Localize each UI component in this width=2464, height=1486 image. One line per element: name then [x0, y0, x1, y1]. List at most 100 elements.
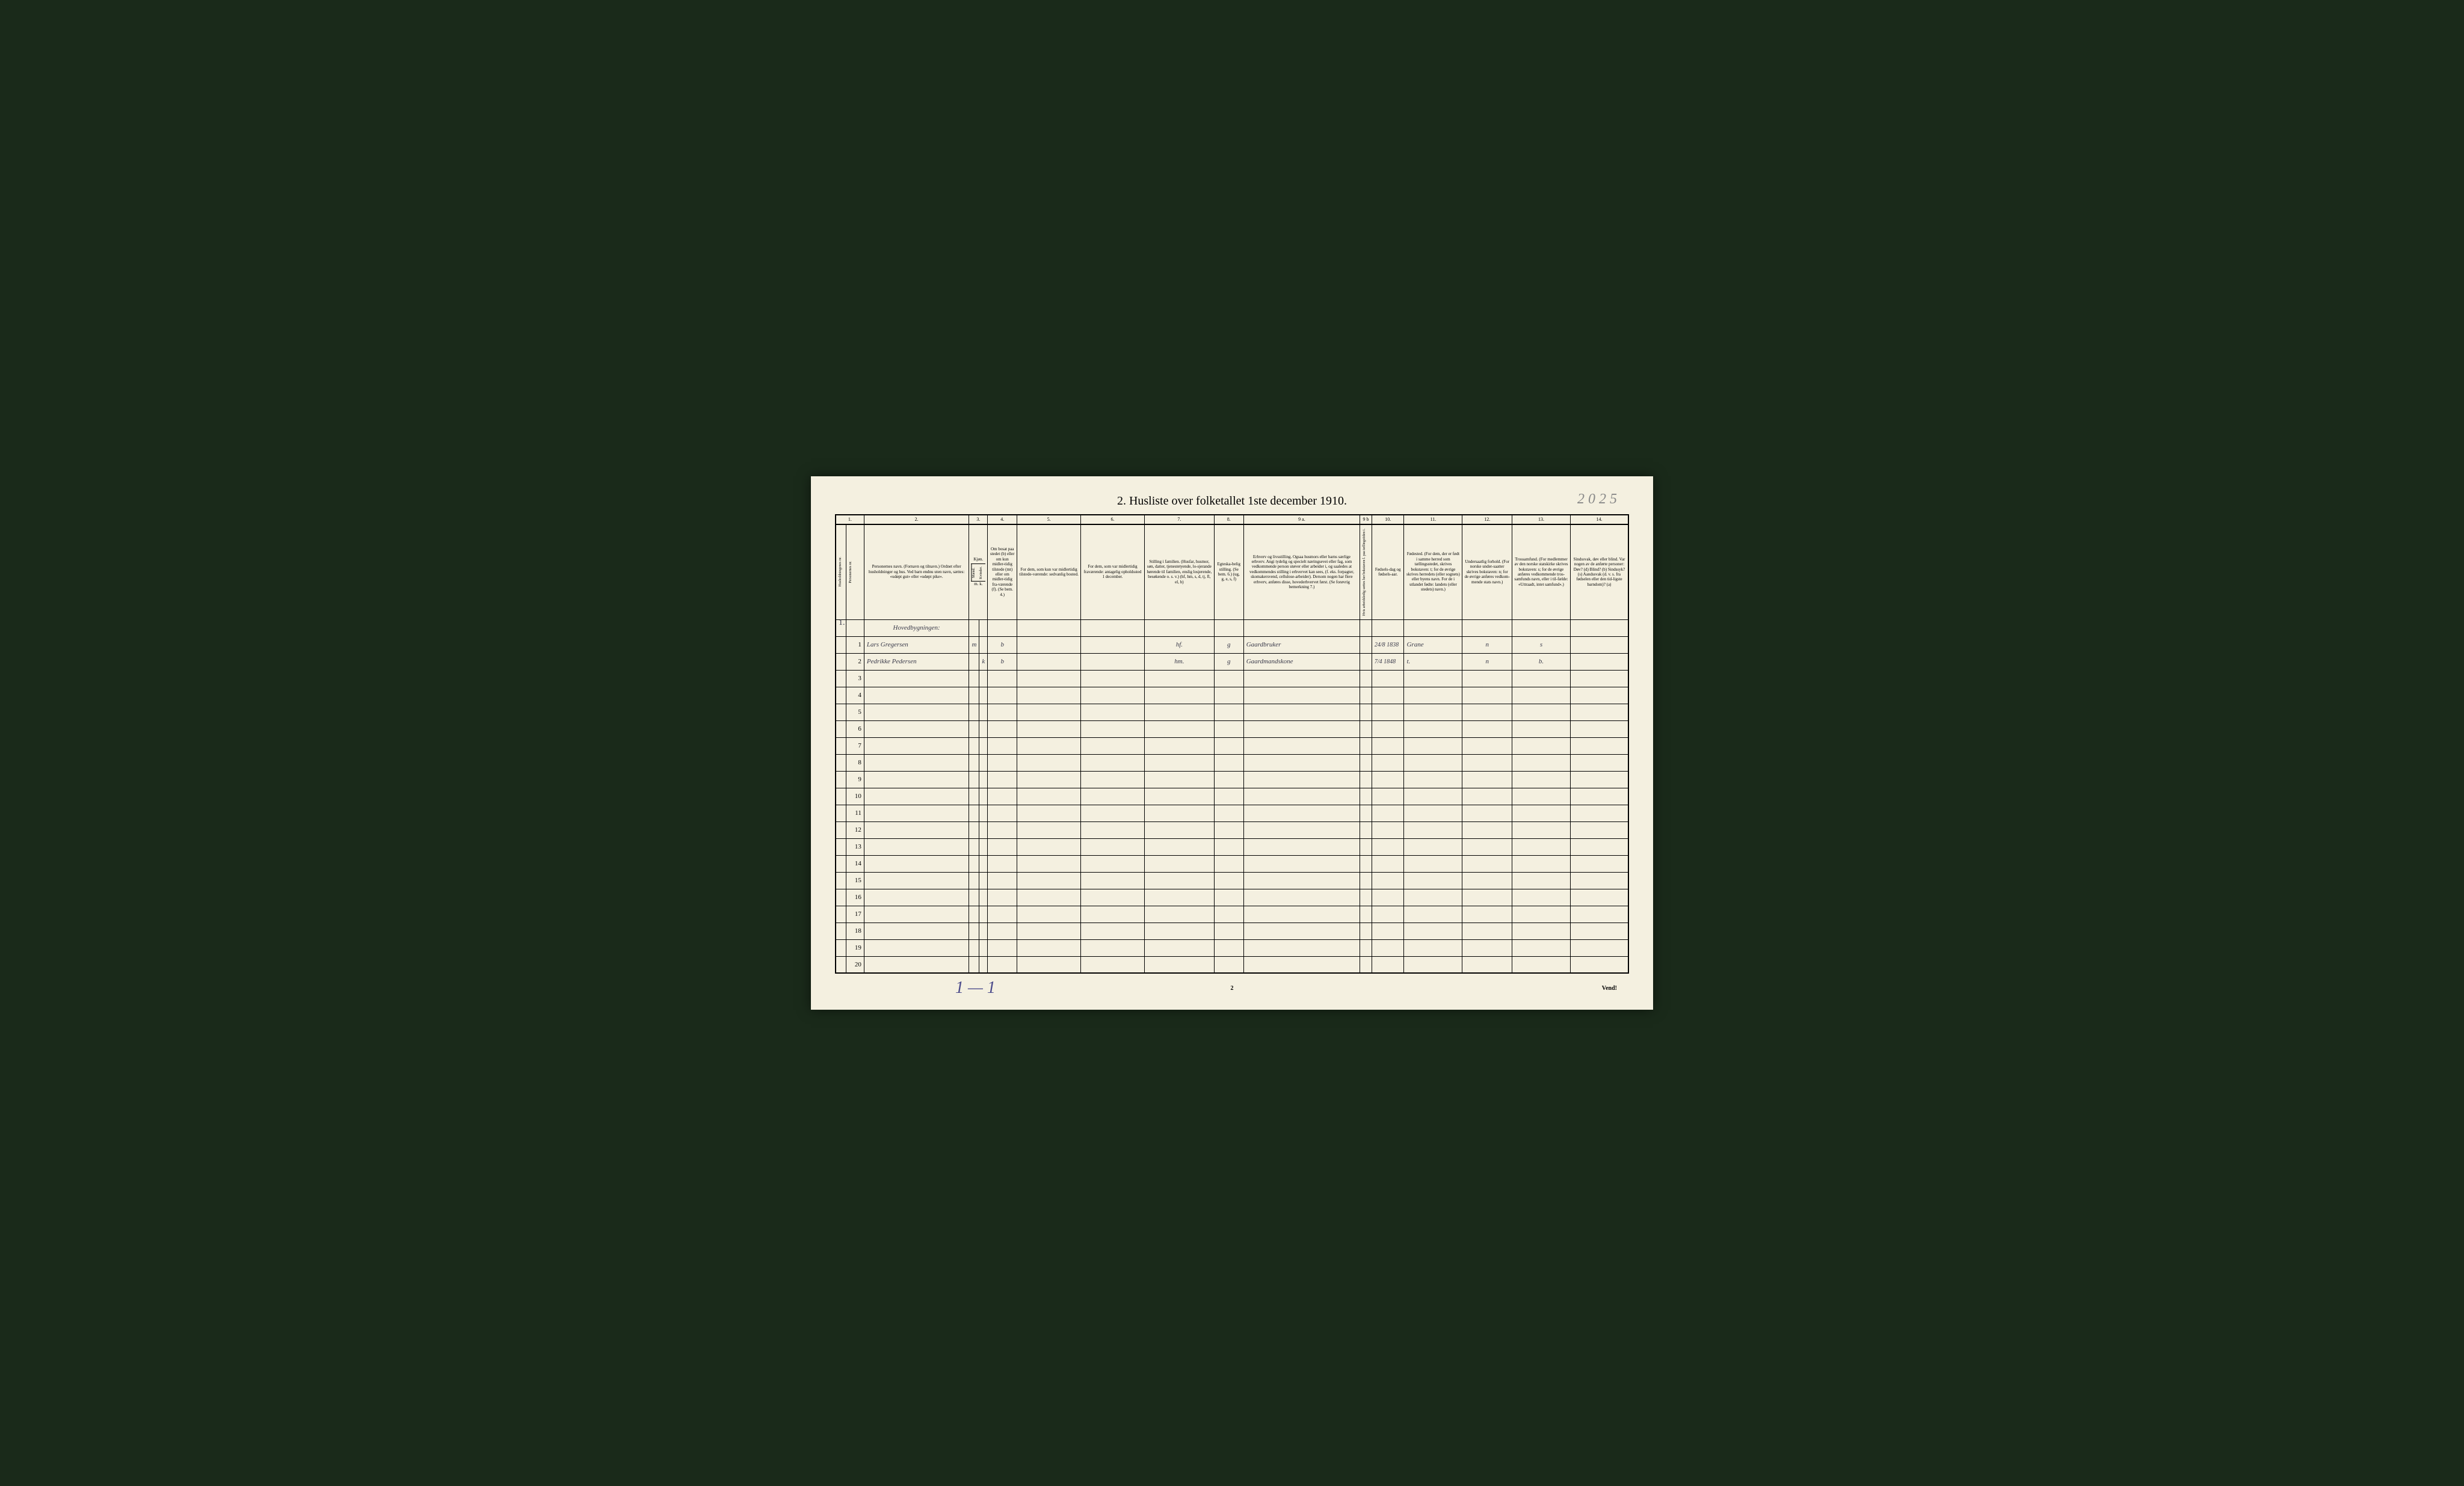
table-row: 19 — [836, 939, 1628, 956]
sex-k — [979, 636, 988, 653]
table-row: 9 — [836, 771, 1628, 788]
table-row: 13 — [836, 838, 1628, 855]
table-row: 4 — [836, 687, 1628, 704]
row-number: 3 — [846, 670, 864, 687]
fodested: t. — [1404, 653, 1462, 670]
table-row: 18 — [836, 923, 1628, 939]
row-number: 10 — [846, 788, 864, 805]
row-number: 2 — [846, 653, 864, 670]
row-number: 8 — [846, 754, 864, 771]
table-row: 5 — [836, 704, 1628, 720]
row-number: 5 — [846, 704, 864, 720]
table-row: 7 — [836, 737, 1628, 754]
title-row: 2. Husliste over folketallet 1ste decemb… — [835, 494, 1629, 508]
person-name: Lars Gregersen — [864, 636, 969, 653]
fodsels: 24/8 1838 — [1372, 636, 1404, 653]
row-number: 7 — [846, 737, 864, 754]
header-col13: Trossamfund. (For medlemmer av den norsk… — [1512, 524, 1570, 619]
handwritten-annotation-top: 2 0 2 5 — [1577, 491, 1617, 508]
table-header: 1. 2. 3. 4. 5. 6. 7. 8. 9 a. 9 b 10. 11.… — [836, 515, 1628, 619]
row-number: 15 — [846, 872, 864, 889]
table-row: 15 — [836, 872, 1628, 889]
header-col8: Egteska-belig stilling. (Se bem. 6.) (ug… — [1214, 524, 1243, 619]
colnum-12: 12. — [1462, 515, 1512, 524]
colnum-11: 11. — [1404, 515, 1462, 524]
egteskab: g — [1214, 653, 1243, 670]
row-number: 11 — [846, 805, 864, 821]
tros: b. — [1512, 653, 1570, 670]
census-table: 1. 2. 3. 4. 5. 6. 7. 8. 9 a. 9 b 10. 11.… — [835, 514, 1629, 974]
column-number-row: 1. 2. 3. 4. 5. 6. 7. 8. 9 a. 9 b 10. 11.… — [836, 515, 1628, 524]
colnum-13: 13. — [1512, 515, 1570, 524]
undersaat: n — [1462, 636, 1512, 653]
col14 — [1570, 653, 1628, 670]
sex-m — [969, 653, 979, 670]
sex-k: k — [979, 653, 988, 670]
row-number: 17 — [846, 906, 864, 923]
bosat: b — [988, 653, 1017, 670]
stilling: hm. — [1144, 653, 1214, 670]
header-col3b: Kvinder. — [979, 564, 985, 582]
sex-m: m — [969, 636, 979, 653]
colnum-3: 3. — [969, 515, 988, 524]
col5 — [1017, 653, 1081, 670]
colnum-6: 6. — [1080, 515, 1144, 524]
row-number: 4 — [846, 687, 864, 704]
header-col7: Stilling i familien. (Husfar, husmor, sø… — [1144, 524, 1214, 619]
document-title: 2. Husliste over folketallet 1ste decemb… — [1117, 494, 1347, 508]
colnum-9a: 9 a. — [1243, 515, 1360, 524]
header-col3: Kjøn. Mænd. Kvinder. m. k. — [969, 524, 988, 619]
header-col3a: Mænd. — [971, 564, 978, 582]
colnum-2: 2. — [864, 515, 969, 524]
header-description-row: Husholdningenes nr. Personernes nr. Pers… — [836, 524, 1628, 619]
table-row: 14 — [836, 855, 1628, 872]
table-row: 1 Lars Gregersen m b hf. g Gaardbruker 2… — [836, 636, 1628, 653]
colnum-4: 4. — [988, 515, 1017, 524]
egteskab: g — [1214, 636, 1243, 653]
row-number: 1 — [846, 636, 864, 653]
header-col4: Om bosat paa stedet (b) eller om kun mid… — [988, 524, 1017, 619]
section-label-row: Hovedbygningen: — [836, 619, 1628, 636]
table-row: 20 — [836, 956, 1628, 973]
colnum-8: 8. — [1214, 515, 1243, 524]
row-number: 16 — [846, 889, 864, 906]
colnum-14: 14. — [1570, 515, 1628, 524]
table-row: 3 — [836, 670, 1628, 687]
header-col12: Undersaatlig forhold. (For norske under-… — [1462, 524, 1512, 619]
census-document: 2. Husliste over folketallet 1ste decemb… — [811, 476, 1653, 1010]
header-col14: Sindssvak, døv eller blind. Var nogen av… — [1570, 524, 1628, 619]
row-number: 9 — [846, 771, 864, 788]
page-number: 2 — [1231, 985, 1234, 992]
fodested: Grane — [1404, 636, 1462, 653]
header-col10: Fødsels-dag og fødsels-aar. — [1372, 524, 1404, 619]
undersaat: n — [1462, 653, 1512, 670]
row-number: 14 — [846, 855, 864, 872]
table-row: 6 — [836, 720, 1628, 737]
row-number: 19 — [846, 939, 864, 956]
bosat: b — [988, 636, 1017, 653]
row-number: 13 — [846, 838, 864, 855]
stilling: hf. — [1144, 636, 1214, 653]
margin-mark: 1. — [839, 618, 845, 628]
header-col11: Fødested. (For dem, der er født i samme … — [1404, 524, 1462, 619]
erhverv: Gaardbruker — [1243, 636, 1360, 653]
table-row: 17 — [836, 906, 1628, 923]
col6 — [1080, 636, 1144, 653]
header-col3-top: Kjøn. — [971, 557, 985, 562]
colnum-5: 5. — [1017, 515, 1081, 524]
vend-label: Vend! — [1602, 985, 1617, 992]
colnum-10: 10. — [1372, 515, 1404, 524]
header-col2: Personernes navn. (Fornavn og tilnavn.) … — [864, 524, 969, 619]
table-row: 11 — [836, 805, 1628, 821]
header-col1a: Husholdningenes nr. — [838, 554, 843, 589]
colnum-7: 7. — [1144, 515, 1214, 524]
colnum-1: 1. — [836, 515, 864, 524]
row-number: 12 — [846, 821, 864, 838]
fodsels: 7/4 1848 — [1372, 653, 1404, 670]
table-row: 2 Pedrikke Pedersen k b hm. g Gaardmands… — [836, 653, 1628, 670]
table-row: 12 — [836, 821, 1628, 838]
header-col3-bottom: m. k. — [971, 581, 985, 586]
bottom-handwritten: 1 — 1 — [955, 978, 996, 998]
person-name: Pedrikke Pedersen — [864, 653, 969, 670]
col5 — [1017, 636, 1081, 653]
